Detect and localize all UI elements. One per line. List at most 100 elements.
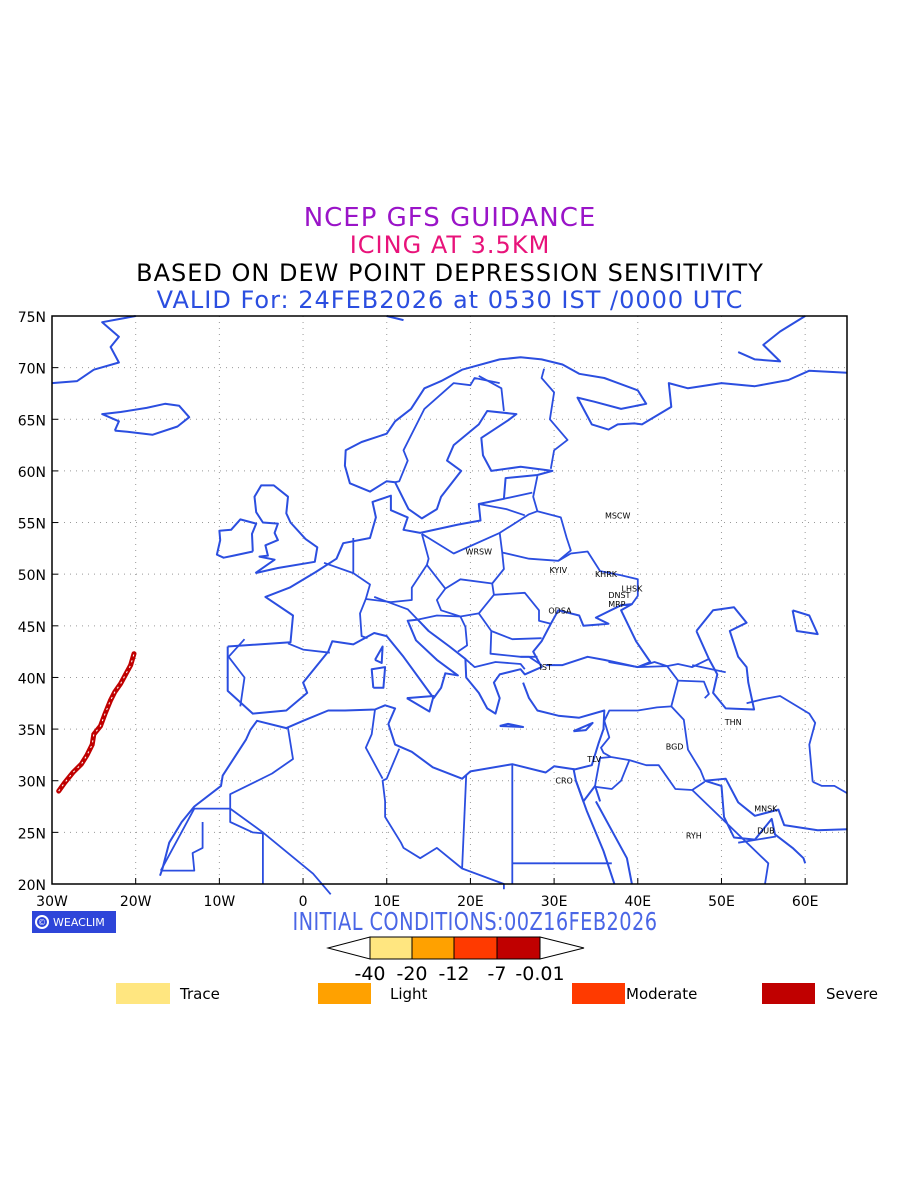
lon-tick-label: 20E <box>457 894 484 910</box>
city-label: WRSW <box>466 547 493 556</box>
title-line-3: BASED ON DEW POINT DEPRESSION SENSITIVIT… <box>136 259 764 287</box>
coastline-segment <box>704 779 807 864</box>
coastline-segment <box>229 808 264 884</box>
icing-band-texture <box>58 653 135 792</box>
coastline-segment <box>478 375 505 412</box>
coastline-segment <box>692 664 726 674</box>
coastline-segment <box>677 679 710 699</box>
coastline-segment <box>603 665 679 722</box>
city-label: KYIV <box>549 566 567 575</box>
coastline-segment <box>370 666 387 689</box>
lat-tick-label: 30N <box>18 775 46 791</box>
colorbar-label: -7 <box>488 963 507 985</box>
coastline-segment <box>791 609 819 636</box>
coastline-segment <box>574 780 616 885</box>
colorbar-segment-light <box>411 936 455 960</box>
coastline-segment <box>501 550 639 605</box>
initial-conditions: INITIAL CONDITIONS:00Z16FEB2026 <box>292 907 658 936</box>
coastline-segment <box>253 484 319 575</box>
coastline-segment <box>738 835 777 844</box>
map-frame <box>51 315 848 885</box>
city-label: KHRK <box>595 570 618 579</box>
legend-label-moderate: Moderate <box>626 985 698 1003</box>
coastline-segment <box>159 682 606 877</box>
coastline-segment <box>365 533 430 603</box>
coastline-segment <box>215 518 258 559</box>
coastline-segment <box>746 695 817 782</box>
lon-tick-label: 50E <box>708 894 735 910</box>
city-label: MSCW <box>605 511 631 520</box>
legend-swatch-light <box>318 983 371 1004</box>
coastline-segment <box>227 356 848 648</box>
coastline-segment <box>101 402 191 436</box>
title-line-2: ICING AT 3.5KM <box>349 231 551 259</box>
coastline-segment <box>464 658 526 670</box>
coastline-segment <box>417 614 468 653</box>
coastline-segment <box>737 315 806 363</box>
lat-tick-label: 20N <box>18 878 46 894</box>
coastline-segment <box>489 630 538 658</box>
coastline-segment <box>503 491 533 500</box>
lat-tick-label: 40N <box>18 671 46 687</box>
lat-tick-label: 60N <box>18 465 46 481</box>
coastline-segment <box>499 722 525 728</box>
coastline-segment <box>364 709 384 780</box>
lat-tick-label: 50N <box>18 568 46 584</box>
coastline-segment <box>461 775 468 869</box>
coastline-segment <box>229 727 294 809</box>
city-label: DUB <box>757 826 775 835</box>
coastline-segment <box>478 612 542 641</box>
coastline-segment <box>594 756 612 787</box>
city-label: BGD <box>666 743 684 752</box>
legend-swatch-trace <box>116 983 170 1004</box>
coastline-segment <box>704 777 848 832</box>
lat-tick-label: 35N <box>18 723 46 739</box>
icing-severe-area <box>56 651 137 794</box>
coastline-segment <box>226 603 652 715</box>
lat-tick-label: 70N <box>18 362 46 378</box>
legend-label-trace: Trace <box>180 985 220 1003</box>
coastline-segment <box>160 807 231 872</box>
coastline-segment <box>695 606 756 711</box>
city-label: IST <box>540 663 552 672</box>
coastline-segment <box>394 377 500 484</box>
lat-tick-label: 75N <box>18 310 46 326</box>
coastline-segment <box>600 720 706 791</box>
coastline-segment <box>227 638 246 707</box>
city-label: DNST <box>608 591 630 600</box>
lon-tick-label: 60E <box>792 894 819 910</box>
city-label: RYH <box>686 831 702 840</box>
city-label: LHSK <box>622 585 644 594</box>
legend-label-severe: Severe <box>826 985 878 1003</box>
coastline-segment <box>812 780 848 794</box>
lat-tick-label: 65N <box>18 413 46 429</box>
copyright-icon: © <box>35 915 49 929</box>
lon-tick-label: 30W <box>36 894 68 910</box>
colorbar-segment-trace <box>369 936 413 960</box>
lat-tick-label: 55N <box>18 517 46 533</box>
coastline-segment <box>537 510 572 562</box>
lon-tick-label: 10E <box>373 894 400 910</box>
coastline-segment <box>670 705 706 782</box>
city-label: MRP <box>608 600 625 609</box>
grid-lines <box>52 316 847 884</box>
coastline-segment <box>51 315 136 385</box>
coastline-segment <box>520 655 543 666</box>
lon-tick-labels: 30W 20W 10W 0 10E 20E 30E 40E 50E 60E <box>36 878 818 910</box>
city-label: MNSK <box>754 805 778 814</box>
lon-tick-label: 10W <box>204 894 236 910</box>
lat-tick-label: 25N <box>18 826 46 842</box>
lat-tick-labels: 75N 70N 65N 60N 55N 50N 45N 40N 35N 30N 25N 20N <box>18 310 58 894</box>
legend-label-light: Light <box>390 985 428 1003</box>
coastline-segment <box>540 368 569 469</box>
coastline-segment <box>478 503 526 517</box>
coastline-segment <box>595 759 631 790</box>
colorbar-segment-severe <box>496 936 541 960</box>
city-label: ODSA <box>548 606 572 615</box>
weaclim-badge: © WEACLIM <box>32 911 116 933</box>
colorbar-label: -12 <box>438 963 469 985</box>
colorbar-right-arrow <box>539 936 585 960</box>
city-label: TLV <box>586 755 601 764</box>
